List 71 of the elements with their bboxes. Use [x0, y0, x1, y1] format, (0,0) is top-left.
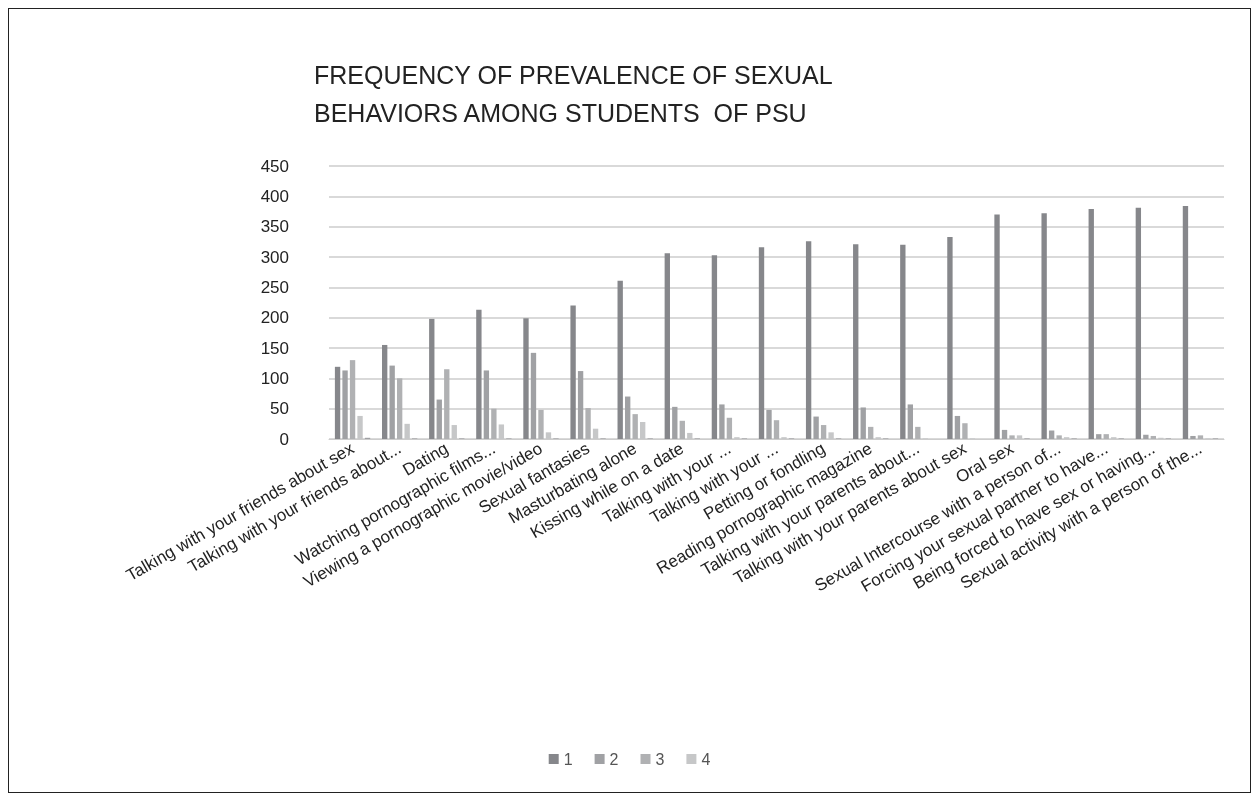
bar	[711, 255, 718, 439]
y-tick-label: 200	[260, 308, 289, 328]
bar	[820, 425, 827, 439]
bar	[381, 344, 388, 439]
y-tick-label: 50	[270, 399, 289, 419]
bar	[766, 409, 772, 439]
y-tick-label: 350	[260, 217, 289, 237]
bar	[1143, 434, 1149, 439]
bar	[491, 408, 497, 439]
bar	[907, 404, 913, 439]
bar	[915, 426, 921, 439]
bar	[389, 365, 395, 439]
bar	[1056, 435, 1062, 439]
bar	[436, 399, 442, 439]
bar	[900, 244, 906, 439]
bar	[853, 244, 859, 439]
bar	[672, 406, 678, 439]
bar	[429, 318, 435, 439]
bar	[947, 236, 953, 439]
bar	[342, 370, 348, 439]
bar	[954, 415, 961, 439]
bar	[396, 378, 403, 439]
bar	[719, 404, 725, 439]
bar	[1096, 434, 1102, 439]
bar	[1150, 435, 1157, 439]
bar	[758, 247, 765, 439]
bar	[868, 426, 874, 439]
bar	[625, 396, 631, 439]
bar	[1190, 435, 1196, 439]
y-tick-label: 450	[260, 156, 289, 176]
legend-label: 1	[563, 750, 573, 768]
bar	[483, 370, 490, 439]
bar	[444, 369, 450, 439]
y-tick-label: 0	[279, 429, 289, 449]
bar	[1009, 435, 1015, 439]
y-tick-label: 250	[260, 277, 289, 297]
bar	[1001, 429, 1008, 439]
bar	[962, 423, 968, 439]
legend-label: 2	[609, 750, 619, 768]
bar	[349, 360, 356, 439]
bar	[1041, 213, 1047, 439]
chart-title: FREQUENCY OF PREVALENCE OF SEXUAL BEHAVIORS AMONG STUDENTS OF PSU	[314, 61, 833, 127]
bar	[585, 408, 591, 439]
bar	[679, 420, 685, 439]
bar	[1182, 206, 1189, 439]
bar	[773, 420, 780, 439]
bar	[860, 407, 866, 439]
bar	[1088, 209, 1094, 439]
bar	[726, 417, 733, 439]
bar	[538, 409, 544, 439]
bar	[1197, 435, 1204, 439]
bar	[334, 366, 341, 439]
bar	[523, 318, 529, 439]
y-tick-label: 400	[260, 186, 289, 206]
bar	[664, 253, 670, 439]
y-tick-label: 100	[260, 368, 289, 388]
y-tick-label: 300	[260, 247, 289, 267]
bar	[476, 309, 482, 439]
bar	[570, 305, 576, 439]
bar	[632, 414, 638, 439]
bar	[530, 352, 537, 439]
bar	[577, 371, 584, 439]
bar	[994, 214, 1000, 439]
legend-label: 4	[701, 750, 711, 768]
bar	[813, 416, 819, 439]
y-tick-label: 150	[260, 338, 289, 358]
bar	[1103, 434, 1109, 439]
legend-label: 3	[655, 750, 665, 768]
bar	[1135, 207, 1142, 439]
bar	[805, 241, 812, 439]
bar	[617, 280, 623, 439]
